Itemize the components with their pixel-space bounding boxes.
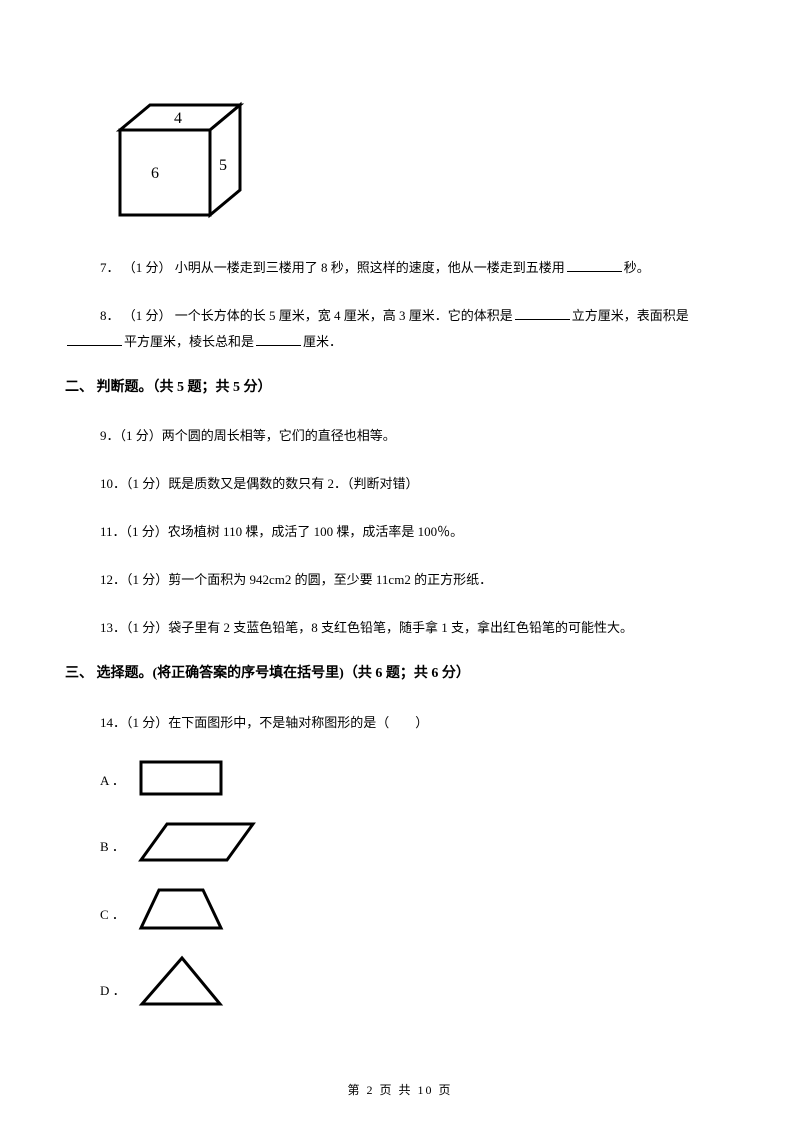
q-text: 袋子里有 2 支蓝色铅笔，8 支红色铅笔，随手拿 1 支，拿出红色铅笔的可能性大…: [168, 620, 633, 635]
question-11: 11．（1 分）农场植树 110 棵，成活了 100 棵，成活率是 100％。: [100, 519, 735, 545]
rectangle-icon: [137, 758, 227, 800]
q-points: （1 分）: [126, 524, 168, 539]
q-number: 10．: [100, 476, 126, 491]
q-text: 厘米．: [303, 334, 342, 349]
q-text: 两个圆的周长相等，它们的直径也相等。: [162, 428, 396, 443]
triangle-icon: [138, 954, 226, 1010]
question-12: 12．（1 分）剪一个面积为 942cm2 的圆，至少要 11cm2 的正方形纸…: [100, 567, 735, 593]
trapezoid-icon: [137, 886, 227, 934]
question-8: 8． （1 分） 一个长方体的长 5 厘米，宽 4 厘米，高 3 厘米．它的体积…: [65, 303, 735, 355]
fill-blank[interactable]: [567, 258, 622, 272]
question-9: 9．（1 分）两个圆的周长相等，它们的直径也相等。: [100, 423, 735, 449]
cube-front-label: 6: [151, 165, 159, 182]
cube-figure: 4 5 6: [105, 100, 735, 225]
q-text: 小明从一楼走到三楼用了 8 秒，照这样的速度，他从一楼走到五楼用: [175, 260, 565, 275]
q-number: 9．: [100, 428, 120, 443]
q-number: 13．: [100, 620, 126, 635]
question-14: 14．（1 分）在下面图形中，不是轴对称图形的是（ ）: [100, 710, 735, 736]
fill-blank[interactable]: [67, 332, 122, 346]
cube-right-label: 5: [219, 157, 227, 174]
q-text: 秒。: [624, 260, 650, 275]
fill-blank[interactable]: [515, 306, 570, 320]
option-label: D ．: [100, 981, 126, 1010]
q-number: 8．: [100, 308, 120, 323]
cube-top-label: 4: [174, 110, 182, 127]
fill-blank[interactable]: [256, 332, 301, 346]
question-10: 10．（1 分）既是质数又是偶数的数只有 2．（判断对错）: [100, 471, 735, 497]
q-points: （1 分）: [123, 260, 172, 275]
q-text: 在下面图形中，不是轴对称图形的是（ ）: [168, 715, 428, 730]
option-b[interactable]: B ．: [100, 820, 735, 866]
q-text: 农场植树 110 棵，成活了 100 棵，成活率是 100％。: [168, 524, 463, 539]
question-7: 7． （1 分） 小明从一楼走到三楼用了 8 秒，照这样的速度，他从一楼走到五楼…: [100, 255, 735, 281]
q-points: （1 分）: [120, 428, 162, 443]
q-points: （1 分）: [126, 572, 168, 587]
option-a[interactable]: A ．: [100, 758, 735, 800]
section-3-header: 三、 选择题。(将正确答案的序号填在括号里)（共 6 题；共 6 分）: [65, 663, 735, 685]
option-c[interactable]: C ．: [100, 886, 735, 934]
q-text: 平方厘米，棱长总和是: [124, 334, 254, 349]
page-footer: 第 2 页 共 10 页: [0, 1081, 800, 1100]
q-number: 12．: [100, 572, 126, 587]
parallelogram-icon: [137, 820, 257, 866]
option-label: A ．: [100, 771, 125, 800]
question-13: 13．（1 分）袋子里有 2 支蓝色铅笔，8 支红色铅笔，随手拿 1 支，拿出红…: [100, 615, 735, 641]
q-number: 11．: [100, 524, 126, 539]
option-label: B ．: [100, 837, 125, 866]
cube-svg: 4 5 6: [105, 100, 255, 225]
q-points: （1 分）: [126, 476, 168, 491]
q-text: 一个长方体的长 5 厘米，宽 4 厘米，高 3 厘米．它的体积是: [175, 308, 513, 323]
q-text: 立方厘米，表面积是: [572, 308, 689, 323]
q-text: 既是质数又是偶数的数只有 2．（判断对错）: [168, 476, 418, 491]
q-points: （1 分）: [126, 715, 168, 730]
section-2-header: 二、 判断题。（共 5 题；共 5 分）: [65, 377, 735, 399]
q-text: 剪一个面积为 942cm2 的圆，至少要 11cm2 的正方形纸．: [168, 572, 492, 587]
q-number: 7．: [100, 260, 120, 275]
option-d[interactable]: D ．: [100, 954, 735, 1010]
q-points: （1 分）: [123, 308, 172, 323]
q-points: （1 分）: [126, 620, 168, 635]
q-number: 14．: [100, 715, 126, 730]
option-label: C ．: [100, 905, 125, 934]
